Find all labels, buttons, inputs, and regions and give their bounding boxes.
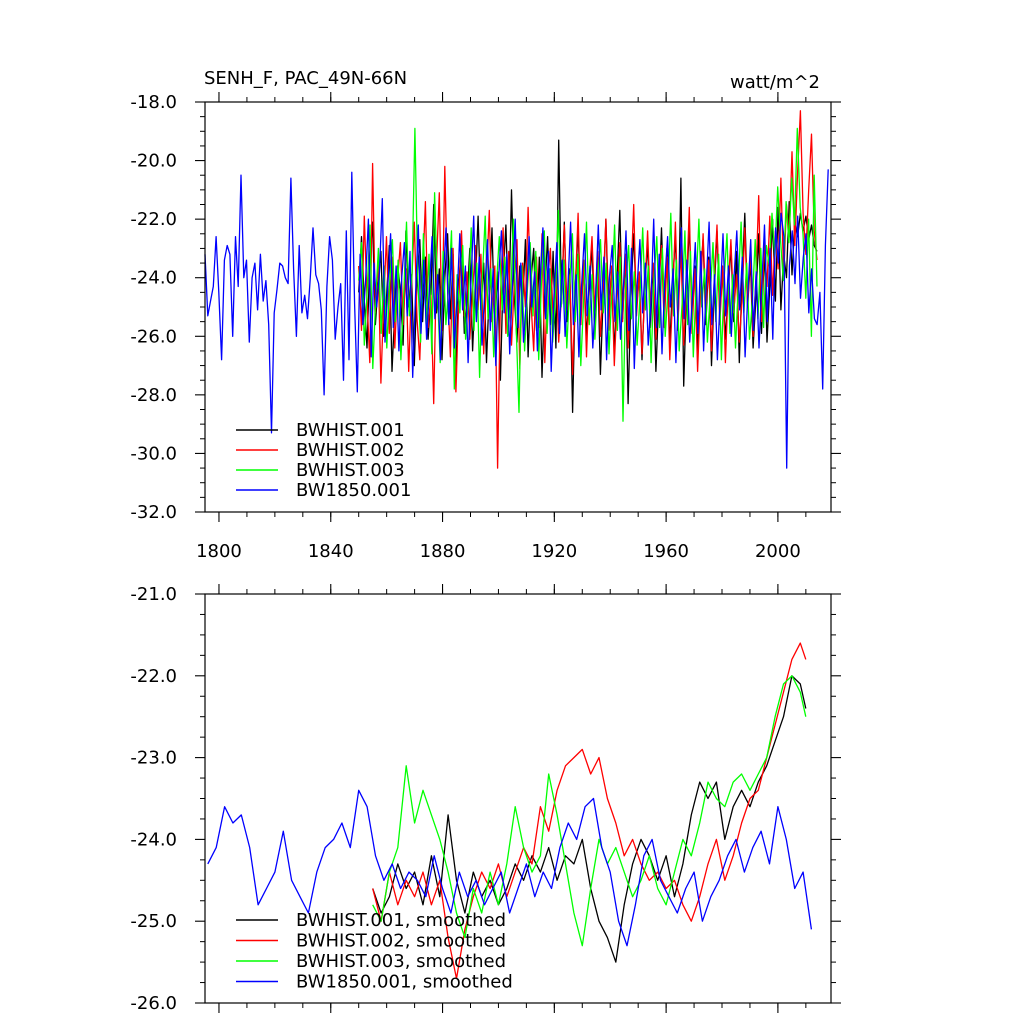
x-tick-label: 1960 [643, 541, 689, 562]
y-tick-label: -32.0 [130, 502, 177, 523]
y-tick-label: -26.0 [130, 993, 177, 1014]
x-tick-label: 2000 [755, 541, 801, 562]
legend-label: BW1850.001 [296, 480, 411, 501]
legend-label: BWHIST.003, smoothed [296, 951, 506, 972]
x-tick-label: 1880 [420, 541, 466, 562]
legend-label: BW1850.001, smoothed [296, 972, 513, 993]
y-tick-label: -20.0 [130, 151, 177, 172]
legend-label: BWHIST.003 [296, 460, 405, 481]
y-tick-label: -25.0 [130, 911, 177, 932]
y-tick-label: -21.0 [130, 584, 177, 605]
legend-label: BWHIST.001, smoothed [296, 910, 506, 931]
legend-label: BWHIST.002 [296, 440, 405, 461]
y-tick-label: -22.0 [130, 666, 177, 687]
y-tick-label: -28.0 [130, 385, 177, 406]
x-tick-label: 1920 [531, 541, 577, 562]
y-tick-label: -24.0 [130, 268, 177, 289]
x-tick-label: 1800 [196, 541, 242, 562]
top-panel: SENH_F, PAC_49N-66N watt/m^2 -32.0-30.0-… [130, 68, 841, 562]
y-tick-label: -26.0 [130, 326, 177, 347]
units-label: watt/m^2 [730, 72, 820, 93]
bottom-panel: -26.0 -25.0 -24.0 -23.0 -22.0 -21.0 BWHIST.001… [130, 584, 841, 1014]
legend-label: BWHIST.002, smoothed [296, 931, 506, 952]
series-line-4 [207, 789, 813, 947]
legend-label: BWHIST.001 [296, 420, 405, 441]
series-line-3 [358, 127, 818, 422]
series-line-2 [372, 642, 807, 980]
x-tick-label: 1840 [308, 541, 354, 562]
chart-title: SENH_F, PAC_49N-66N [204, 68, 407, 89]
series-line-3 [372, 675, 807, 947]
bottom-plot-area: -26.0 -25.0 -24.0 -23.0 -22.0 -21.0 BWHIST.001… [130, 584, 841, 1014]
top-plot-area: -32.0 -30.0 -28.0 -26.0 -24.0 -22.0 -20.0 -18.0… [130, 92, 841, 562]
series-line-2 [358, 110, 818, 469]
y-tick-label: -22.0 [130, 209, 177, 230]
y-tick-label: -18.0 [130, 92, 177, 113]
series-line-4 [204, 169, 829, 469]
y-tick-label: -24.0 [130, 829, 177, 850]
y-tick-label: -23.0 [130, 748, 177, 769]
y-tick-label: -30.0 [130, 443, 177, 464]
